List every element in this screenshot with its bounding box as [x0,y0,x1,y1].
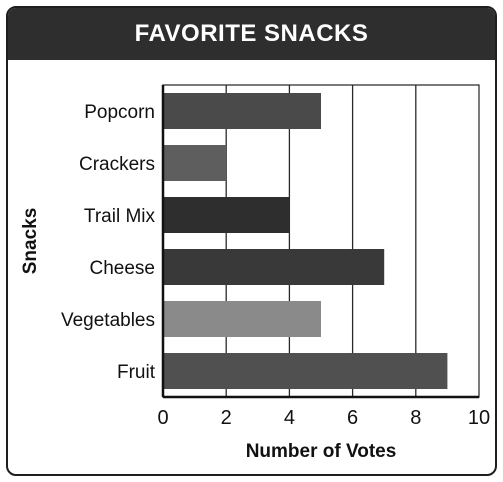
bar [163,353,448,389]
labels: 0 2 4 6 8 10 Popcorn Crackers Trail Mix Cheese Veg… [61,102,490,429]
y-category-label: Crackers [79,154,155,175]
plot-area [162,84,480,398]
axes [161,85,479,399]
x-tick-label: 4 [284,407,295,429]
bar [163,93,321,129]
x-tick-label: 2 [221,407,232,429]
x-tick-label: 8 [410,407,421,429]
y-axis-title: Snacks [20,208,41,275]
x-axis-title: Number of Votes [246,441,397,462]
bar [163,197,290,233]
x-tick-label: 0 [157,407,168,429]
chart-title: FAVORITE SNACKS [8,8,495,60]
x-tick-label: 6 [347,407,358,429]
grid-lines [162,84,480,398]
bar [163,301,321,337]
y-category-label: Cheese [90,258,156,279]
y-category-label: Fruit [117,362,156,383]
y-category-label: Popcorn [84,102,155,123]
y-category-label: Trail Mix [84,206,156,227]
x-tick-label: 10 [468,407,490,429]
bar [163,249,385,285]
y-category-label: Vegetables [61,310,155,331]
bars [163,93,448,389]
bar [163,145,227,181]
